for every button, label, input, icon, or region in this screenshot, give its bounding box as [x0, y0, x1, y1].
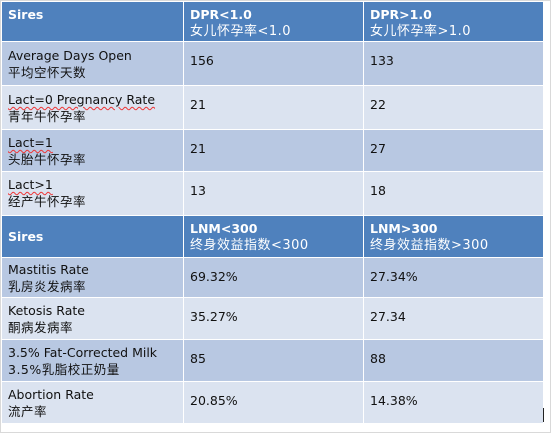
- row-value-2: 88: [363, 339, 544, 382]
- row-value-2: 22: [363, 85, 544, 130]
- table2-header-row: Sires LNM<300 终身效益指数<300 LNM>300 终身效益指数>…: [1, 215, 544, 258]
- table-row: Lact=0 Pregnancy Rate 青年牛怀孕率 21 22: [1, 85, 544, 130]
- table-row: Lact>1 经产牛怀孕率 13 18: [1, 171, 544, 216]
- row-value-1: 21: [183, 85, 364, 130]
- row-value-1: 156: [183, 41, 364, 86]
- table-row: Average Days Open 平均空怀天数 156 133: [1, 41, 544, 86]
- row-value-2: 133: [363, 41, 544, 86]
- row-label: Abortion Rate 流产率: [1, 381, 184, 424]
- row-value-2: 27.34%: [363, 257, 544, 298]
- table2-header-sires: Sires: [1, 215, 184, 258]
- table-row: Mastitis Rate 乳房炎发病率 69.32% 27.34%: [1, 257, 544, 298]
- row-label: Lact>1 经产牛怀孕率: [1, 171, 184, 216]
- row-value-1: 85: [183, 339, 364, 382]
- table1-header-dpr-low: DPR<1.0 女儿怀孕率<1.0: [183, 1, 364, 42]
- comparison-table: Sires DPR<1.0 女儿怀孕率<1.0 DPR>1.0 女儿怀孕率>1.…: [1, 1, 544, 424]
- row-label: Lact=0 Pregnancy Rate 青年牛怀孕率: [1, 85, 184, 130]
- table2-header-lnm-high: LNM>300 终身效益指数>300: [363, 215, 544, 258]
- text-cursor-mark: [543, 408, 544, 422]
- row-value-1: 35.27%: [183, 297, 364, 340]
- row-label: Average Days Open 平均空怀天数: [1, 41, 184, 86]
- table-row: Ketosis Rate 酮病发病率 35.27% 27.34: [1, 297, 544, 340]
- table-row: Lact=1 头胎牛怀孕率 21 27: [1, 129, 544, 172]
- row-value-1: 21: [183, 129, 364, 172]
- table2-header-lnm-low: LNM<300 终身效益指数<300: [183, 215, 364, 258]
- row-value-1: 13: [183, 171, 364, 216]
- row-label: Lact=1 头胎牛怀孕率: [1, 129, 184, 172]
- table1-header-row: Sires DPR<1.0 女儿怀孕率<1.0 DPR>1.0 女儿怀孕率>1.…: [1, 1, 544, 42]
- table-row: 3.5% Fat-Corrected Milk 3.5%乳脂校正奶量 85 88: [1, 339, 544, 382]
- row-label: Ketosis Rate 酮病发病率: [1, 297, 184, 340]
- row-label: 3.5% Fat-Corrected Milk 3.5%乳脂校正奶量: [1, 339, 184, 382]
- row-value-2: 14.38%: [363, 381, 544, 424]
- row-label: Mastitis Rate 乳房炎发病率: [1, 257, 184, 298]
- table1-header-dpr-high: DPR>1.0 女儿怀孕率>1.0: [363, 1, 544, 42]
- row-value-2: 18: [363, 171, 544, 216]
- row-value-2: 27: [363, 129, 544, 172]
- row-value-1: 20.85%: [183, 381, 364, 424]
- row-value-1: 69.32%: [183, 257, 364, 298]
- table-row: Abortion Rate 流产率 20.85% 14.38%: [1, 381, 544, 424]
- row-value-2: 27.34: [363, 297, 544, 340]
- table1-header-sires: Sires: [1, 1, 184, 42]
